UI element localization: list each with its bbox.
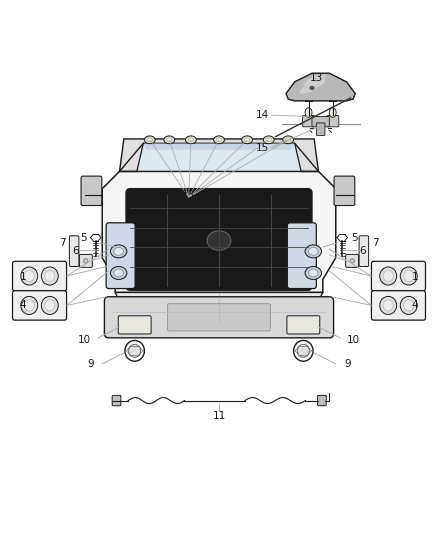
FancyBboxPatch shape	[104, 297, 334, 338]
FancyBboxPatch shape	[327, 116, 339, 127]
Ellipse shape	[242, 136, 253, 144]
Ellipse shape	[110, 266, 127, 279]
Ellipse shape	[41, 296, 58, 314]
FancyBboxPatch shape	[334, 176, 355, 206]
Ellipse shape	[84, 259, 88, 263]
Text: 9: 9	[344, 359, 351, 369]
Polygon shape	[143, 143, 295, 150]
Text: 10: 10	[346, 335, 360, 345]
Ellipse shape	[45, 270, 55, 281]
Ellipse shape	[329, 108, 336, 117]
Ellipse shape	[404, 300, 414, 311]
Ellipse shape	[114, 269, 124, 277]
Text: 6: 6	[360, 246, 366, 256]
Ellipse shape	[207, 231, 231, 251]
FancyBboxPatch shape	[312, 116, 329, 127]
Ellipse shape	[45, 300, 55, 311]
Ellipse shape	[145, 136, 155, 144]
Ellipse shape	[24, 270, 34, 281]
Text: 7: 7	[372, 238, 379, 248]
Text: 4: 4	[20, 301, 27, 310]
Polygon shape	[102, 172, 336, 293]
FancyBboxPatch shape	[287, 223, 316, 288]
Text: 5: 5	[351, 233, 357, 244]
Ellipse shape	[297, 344, 309, 357]
Ellipse shape	[266, 138, 271, 142]
Ellipse shape	[41, 267, 58, 285]
Ellipse shape	[309, 86, 314, 90]
Ellipse shape	[263, 136, 274, 144]
Text: 9: 9	[87, 359, 94, 369]
FancyBboxPatch shape	[118, 316, 151, 334]
Text: 7: 7	[59, 238, 66, 248]
Ellipse shape	[400, 267, 417, 285]
Ellipse shape	[305, 266, 321, 279]
Polygon shape	[115, 293, 323, 320]
Text: 4: 4	[411, 301, 418, 310]
Text: 14: 14	[255, 110, 269, 120]
FancyBboxPatch shape	[69, 236, 79, 266]
Ellipse shape	[404, 270, 414, 281]
Ellipse shape	[214, 136, 224, 144]
Ellipse shape	[114, 247, 124, 255]
Ellipse shape	[305, 108, 312, 117]
Ellipse shape	[21, 267, 38, 285]
FancyBboxPatch shape	[371, 261, 425, 290]
Ellipse shape	[216, 138, 222, 142]
Polygon shape	[286, 73, 355, 101]
Ellipse shape	[167, 138, 172, 142]
Ellipse shape	[147, 138, 152, 142]
Ellipse shape	[283, 136, 293, 144]
FancyBboxPatch shape	[79, 254, 92, 268]
FancyBboxPatch shape	[359, 236, 369, 266]
Text: 11: 11	[212, 411, 226, 421]
Text: 1: 1	[411, 272, 418, 282]
Ellipse shape	[286, 138, 291, 142]
FancyBboxPatch shape	[371, 290, 425, 320]
FancyBboxPatch shape	[13, 261, 67, 290]
Polygon shape	[120, 139, 318, 172]
Ellipse shape	[125, 341, 145, 361]
FancyBboxPatch shape	[81, 176, 102, 206]
Ellipse shape	[380, 296, 397, 314]
Ellipse shape	[305, 245, 321, 258]
Polygon shape	[299, 74, 325, 93]
Ellipse shape	[110, 245, 127, 258]
FancyBboxPatch shape	[112, 395, 121, 406]
Text: 15: 15	[255, 143, 269, 152]
Ellipse shape	[400, 296, 417, 314]
Text: 10: 10	[78, 335, 92, 345]
Text: 13: 13	[310, 74, 323, 83]
FancyBboxPatch shape	[168, 304, 270, 331]
FancyBboxPatch shape	[126, 189, 312, 290]
FancyBboxPatch shape	[287, 316, 320, 334]
FancyBboxPatch shape	[13, 290, 67, 320]
Text: 5: 5	[81, 233, 87, 244]
Ellipse shape	[164, 136, 175, 144]
Ellipse shape	[188, 138, 194, 142]
FancyBboxPatch shape	[106, 223, 135, 288]
Ellipse shape	[21, 296, 38, 314]
Polygon shape	[137, 143, 301, 172]
Ellipse shape	[350, 259, 354, 263]
Text: 13: 13	[182, 190, 195, 200]
FancyBboxPatch shape	[303, 116, 314, 127]
FancyBboxPatch shape	[318, 395, 326, 406]
Ellipse shape	[383, 270, 393, 281]
FancyBboxPatch shape	[346, 254, 359, 268]
Ellipse shape	[308, 247, 318, 255]
FancyBboxPatch shape	[316, 123, 325, 135]
Ellipse shape	[185, 136, 196, 144]
Ellipse shape	[129, 344, 141, 357]
Ellipse shape	[308, 269, 318, 277]
Ellipse shape	[244, 138, 250, 142]
Text: 1: 1	[20, 272, 27, 282]
Text: 6: 6	[72, 246, 78, 256]
Ellipse shape	[293, 341, 313, 361]
Ellipse shape	[24, 300, 34, 311]
Ellipse shape	[380, 267, 397, 285]
Ellipse shape	[383, 300, 393, 311]
